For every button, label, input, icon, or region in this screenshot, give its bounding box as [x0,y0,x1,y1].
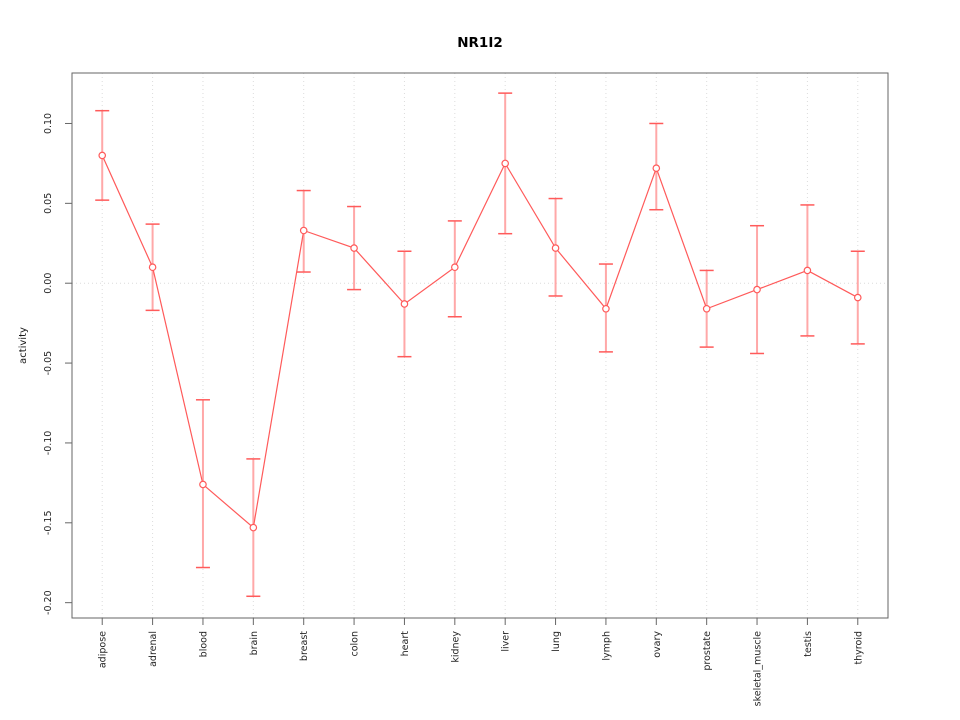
y-tick-label: 0.05 [43,193,54,214]
data-point [652,164,661,172]
x-tick-label: kidney [450,631,461,663]
error-bars [95,92,865,598]
y-tick-label: -0.20 [43,590,54,615]
x-tick-label: brain [249,631,260,655]
series-line [101,155,859,529]
data-point [501,159,509,168]
x-tick-label: breast [299,631,310,661]
x-tick-label: colon [350,631,361,657]
data-point [299,226,308,235]
plot-area-border [71,72,889,619]
y-tick-label: 0.10 [43,113,54,134]
data-point [803,266,812,275]
data-point [98,151,107,160]
x-tick-label: testis [803,631,814,657]
series-polyline [101,155,859,529]
x-tick-label: lung [551,631,562,652]
data-point [350,244,358,252]
data-point [702,304,711,313]
data-point [853,293,862,302]
gridlines [72,73,888,618]
x-tick-label: ovary [652,631,663,658]
x-tick-label: thyroid [853,631,864,665]
x-axis: adipose adrenal blood brain breast colon heart… [98,618,864,706]
x-tick-label: lymph [601,631,612,661]
y-tick-label: -0.10 [43,431,54,456]
data-point [551,244,560,252]
y-axis-label: activity [18,327,29,364]
x-tick-label: heart [400,631,411,657]
chart-title: NR1I2 [457,35,503,51]
x-tick-label: liver [501,631,512,652]
y-tick-label: -0.05 [43,351,54,376]
y-tick-label: -0.15 [43,511,54,536]
data-point [148,263,157,272]
data-point [451,263,459,272]
x-tick-label: adipose [98,631,109,668]
data-point [249,523,258,532]
data-point [602,304,610,313]
data-point [753,285,761,294]
data-points [98,151,862,532]
data-point [199,480,207,489]
x-tick-label: blood [198,631,209,657]
x-tick-label: prostate [702,631,713,671]
y-axis: -0.20 -0.15 -0.10 -0.05 0.00 0.05 0.10 [43,113,72,615]
x-tick-label: adrenal [148,631,159,667]
y-tick-label: 0.00 [43,273,54,294]
data-point [400,300,409,308]
x-tick-label: skeletal_muscle [753,631,764,706]
